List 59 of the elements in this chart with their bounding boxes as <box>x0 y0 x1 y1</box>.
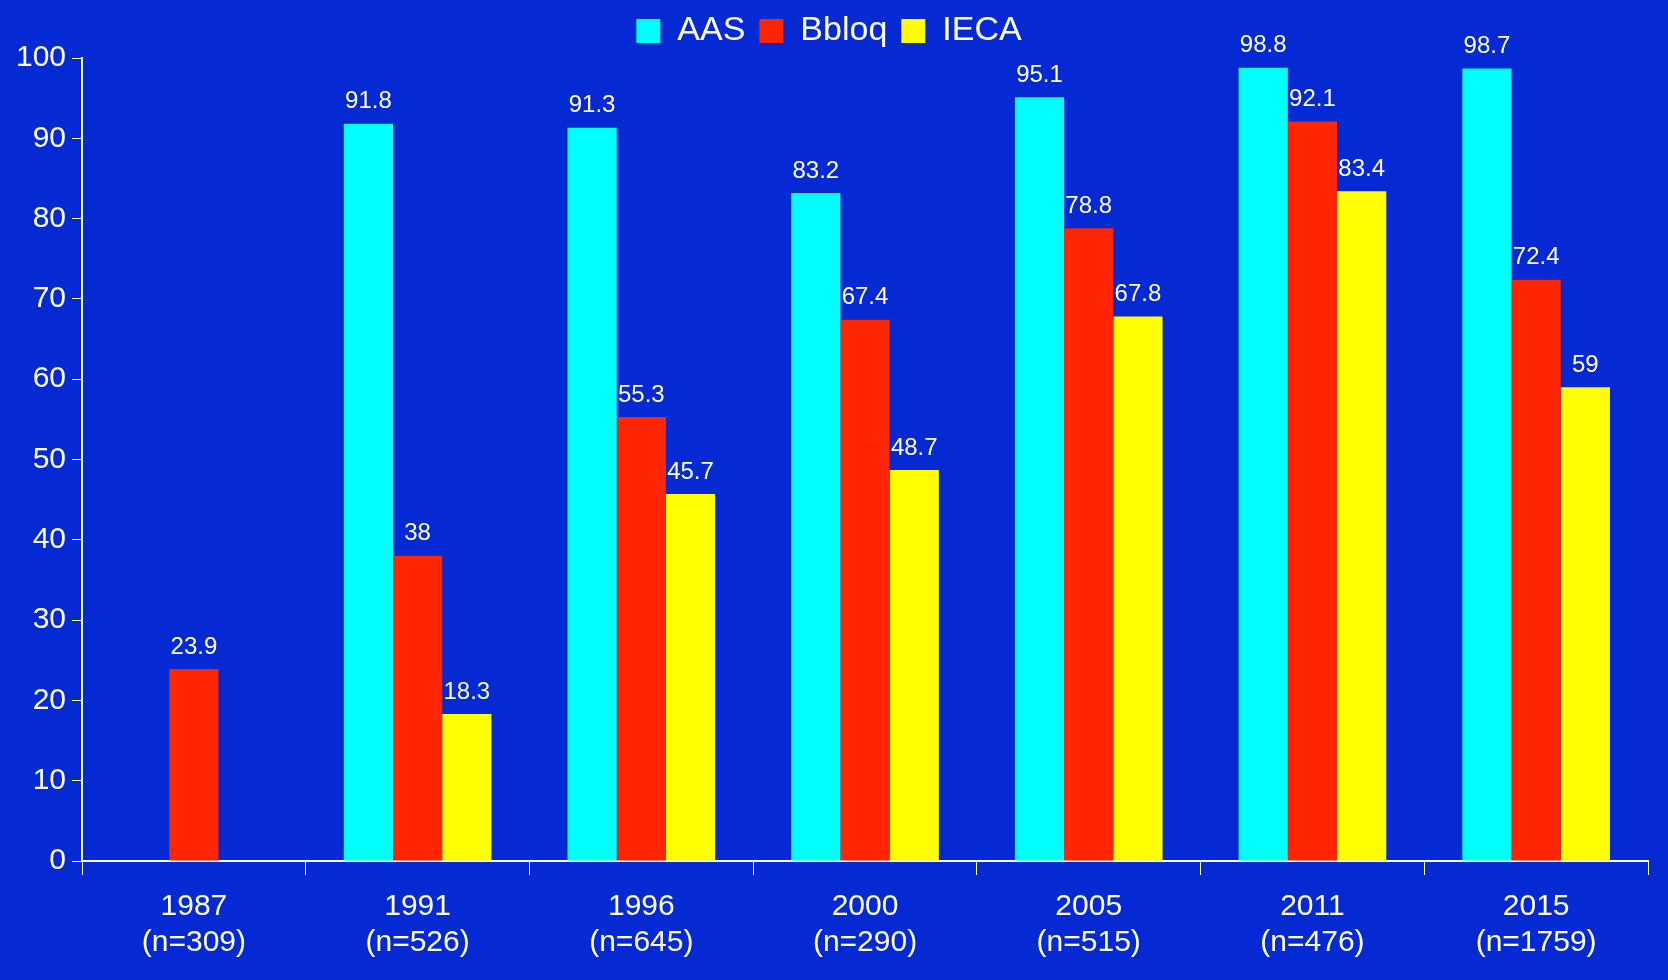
y-tick-label: 60 <box>32 360 67 394</box>
bar <box>169 669 219 861</box>
bar <box>791 192 841 861</box>
data-label: 83.4 <box>1338 153 1386 181</box>
y-tick-label: 40 <box>32 521 67 555</box>
x-tick-label: 1996 (n=645) <box>589 888 694 958</box>
data-label: 23.9 <box>170 631 218 659</box>
data-label: 98.8 <box>1239 30 1287 58</box>
bar <box>393 555 443 861</box>
bar <box>840 319 890 861</box>
x-tick-label: 1987 (n=309) <box>141 888 247 958</box>
x-tick-label: 2015 (n=1759) <box>1475 888 1597 958</box>
y-tick-label: 70 <box>32 280 67 314</box>
bar <box>1560 387 1610 861</box>
data-label: 55.3 <box>617 379 665 407</box>
y-tick-label: 0 <box>49 842 67 876</box>
y-tick-label: 50 <box>32 440 67 474</box>
data-label: 78.8 <box>1065 190 1113 218</box>
data-label: 72.4 <box>1512 242 1560 270</box>
y-tick-label: 20 <box>32 681 67 715</box>
data-label: 67.4 <box>841 282 889 310</box>
y-tick-label: 30 <box>32 601 67 635</box>
data-label: 59 <box>1572 349 1599 377</box>
bar <box>889 469 939 861</box>
legend-label: IECA <box>942 9 1022 48</box>
data-label: 91.8 <box>345 86 392 114</box>
bar <box>665 494 716 861</box>
bar <box>616 416 666 861</box>
y-tick-label: 100 <box>15 39 67 73</box>
data-label: 45.7 <box>667 456 714 484</box>
y-tick-label: 90 <box>32 119 67 153</box>
bar <box>1511 279 1561 861</box>
data-label: 98.7 <box>1463 31 1511 59</box>
bar <box>1238 67 1288 861</box>
bar <box>1462 68 1512 861</box>
data-label: 92.1 <box>1289 84 1336 112</box>
data-label: 83.2 <box>792 155 840 183</box>
data-label: 38 <box>404 518 431 546</box>
bar <box>343 123 394 861</box>
x-tick-label: 1991 (n=526) <box>365 888 470 958</box>
x-tick-label: 2011 (n=476) <box>1260 888 1365 958</box>
data-label: 48.7 <box>890 432 938 460</box>
data-label: 18.3 <box>443 676 491 704</box>
legend-label: Bbloq <box>800 9 888 48</box>
bar <box>1064 228 1114 861</box>
data-label: 91.3 <box>568 90 616 118</box>
data-label: 67.8 <box>1114 279 1162 307</box>
bar <box>442 714 492 861</box>
bar <box>1113 316 1163 861</box>
x-tick-label: 2005 (n=515) <box>1036 888 1141 958</box>
y-tick-label: 10 <box>32 761 67 795</box>
bar <box>1337 191 1387 861</box>
legend-label: AAS <box>677 9 746 48</box>
data-label: 95.1 <box>1016 59 1063 87</box>
bar <box>567 127 617 861</box>
y-tick-label: 80 <box>32 199 67 233</box>
bar <box>1287 121 1338 861</box>
x-tick-label: 2000 (n=290) <box>812 888 918 958</box>
bar <box>1014 97 1065 861</box>
